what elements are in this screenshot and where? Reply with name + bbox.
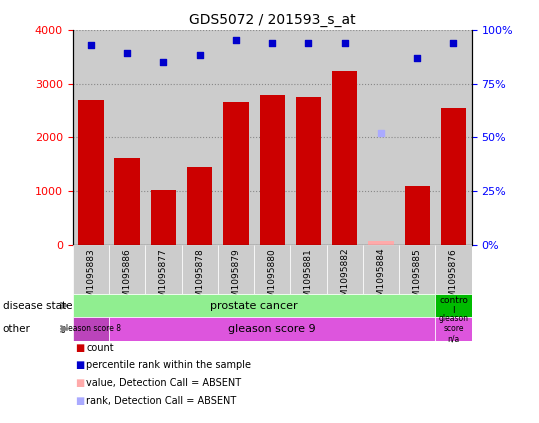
Bar: [363, 30, 399, 245]
Text: GSM1095882: GSM1095882: [340, 248, 349, 308]
Text: GSM1095880: GSM1095880: [268, 248, 277, 308]
Bar: [436, 30, 472, 245]
Point: [413, 54, 421, 61]
Text: GSM1095878: GSM1095878: [195, 248, 204, 308]
Point: [159, 58, 168, 65]
Point: [87, 41, 95, 48]
Bar: [327, 245, 363, 294]
Bar: [441, 108, 466, 245]
Bar: [109, 30, 146, 245]
Point: [304, 39, 313, 46]
Bar: [187, 167, 212, 245]
Text: prostate cancer: prostate cancer: [210, 301, 298, 310]
Bar: [436, 294, 472, 317]
Bar: [218, 30, 254, 245]
Bar: [146, 30, 182, 245]
Text: gleason score 9: gleason score 9: [229, 324, 316, 334]
Bar: [399, 30, 436, 245]
Bar: [78, 100, 103, 245]
Point: [195, 52, 204, 59]
Text: rank, Detection Call = ABSENT: rank, Detection Call = ABSENT: [86, 396, 237, 406]
Text: gleason
score
n/a: gleason score n/a: [439, 314, 468, 344]
Bar: [109, 317, 436, 341]
Text: GSM1095886: GSM1095886: [123, 248, 132, 308]
Bar: [327, 30, 363, 245]
Point: [341, 39, 349, 46]
Bar: [73, 245, 109, 294]
Bar: [296, 97, 321, 245]
Bar: [182, 245, 218, 294]
Bar: [254, 245, 291, 294]
Text: GSM1095881: GSM1095881: [304, 248, 313, 308]
Text: percentile rank within the sample: percentile rank within the sample: [86, 360, 251, 371]
Text: ■: ■: [75, 396, 85, 406]
Text: ■: ■: [75, 360, 85, 371]
Text: other: other: [3, 324, 31, 334]
Text: GSM1095883: GSM1095883: [86, 248, 95, 308]
Bar: [368, 241, 393, 245]
Text: disease state: disease state: [3, 301, 72, 310]
Text: GSM1095885: GSM1095885: [413, 248, 421, 308]
Bar: [254, 30, 291, 245]
Point: [377, 130, 385, 137]
Point: [232, 37, 240, 44]
Bar: [436, 317, 472, 341]
Point: [268, 39, 277, 46]
Bar: [223, 102, 248, 245]
Point: [123, 50, 132, 57]
Bar: [109, 245, 146, 294]
Text: GSM1095884: GSM1095884: [376, 248, 385, 308]
Bar: [363, 245, 399, 294]
Text: value, Detection Call = ABSENT: value, Detection Call = ABSENT: [86, 378, 241, 388]
Bar: [73, 30, 109, 245]
Bar: [291, 245, 327, 294]
Bar: [332, 71, 357, 245]
Text: gleason score 8: gleason score 8: [61, 324, 121, 333]
Text: GSM1095876: GSM1095876: [449, 248, 458, 308]
Bar: [218, 245, 254, 294]
Bar: [436, 245, 472, 294]
Text: ■: ■: [75, 378, 85, 388]
Bar: [399, 245, 436, 294]
Text: ■: ■: [75, 343, 85, 353]
Point: [449, 39, 458, 46]
Bar: [291, 30, 327, 245]
Bar: [151, 190, 176, 245]
Bar: [405, 186, 430, 245]
Title: GDS5072 / 201593_s_at: GDS5072 / 201593_s_at: [189, 13, 356, 27]
Bar: [182, 30, 218, 245]
Bar: [146, 245, 182, 294]
Bar: [73, 317, 109, 341]
Text: GSM1095877: GSM1095877: [159, 248, 168, 308]
Text: contro
l: contro l: [439, 296, 468, 315]
Text: count: count: [86, 343, 114, 353]
Text: GSM1095879: GSM1095879: [231, 248, 240, 308]
Bar: [259, 96, 285, 245]
Bar: [114, 158, 140, 245]
